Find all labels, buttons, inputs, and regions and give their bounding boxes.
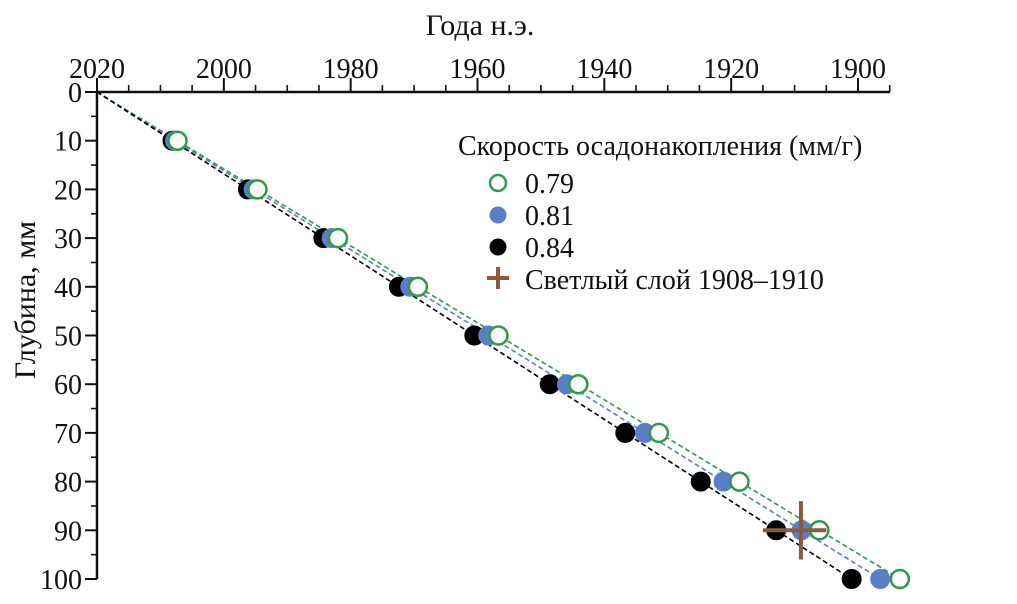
series-line-0.79	[96, 91, 901, 580]
data-points	[162, 130, 911, 590]
y-tick-label: 90	[54, 516, 82, 547]
legend-marker	[488, 173, 508, 193]
legend-label: 0.84	[525, 233, 574, 264]
y-tick-label: 0	[68, 78, 82, 109]
point-0.84	[841, 569, 862, 589]
y-tick-label: 20	[54, 175, 82, 206]
y-tick-label: 10	[54, 127, 82, 158]
legend-label: Светлый слой 1908–1910	[525, 265, 824, 296]
y-tick-label: 30	[54, 224, 82, 255]
series-line-0.81	[96, 91, 881, 580]
legend-title: Скорость осадонакопления (мм/г)	[458, 131, 862, 162]
legend: Скорость осадонакопления (мм/г) 0.790.81…	[458, 131, 862, 296]
x-axis: Года н.э.	[97, 9, 890, 94]
legend-marker	[489, 238, 507, 256]
point-0.79	[729, 471, 750, 492]
y-tick-label: 100	[40, 565, 82, 596]
x-tick-label: 1940	[576, 54, 632, 85]
legend-label: 0.81	[525, 201, 574, 232]
x-tick-label: 2000	[196, 54, 252, 85]
point-0.79	[327, 227, 349, 249]
point-0.81	[870, 569, 891, 589]
legend-label: 0.79	[525, 169, 574, 200]
point-0.84	[539, 374, 560, 395]
x-axis-title: Года н.э.	[426, 9, 535, 42]
point-0.79	[488, 325, 509, 346]
y-ticks: 0 10 20 30 40 50 60 70 80 90 100	[40, 78, 97, 596]
point-0.79	[167, 130, 188, 151]
point-0.84	[615, 422, 636, 443]
point-0.79	[889, 568, 911, 590]
point-0.79	[648, 422, 670, 444]
y-tick-label: 40	[54, 273, 82, 304]
point-0.79	[568, 373, 589, 395]
y-tick-label: 50	[54, 322, 82, 353]
x-ticks: 2020 2000 1980 1960 1940 1920 1900	[69, 54, 891, 92]
x-tick-label: 1960	[450, 54, 506, 85]
y-axis: Глубина, мм	[9, 92, 99, 579]
x-tick-label: 1900	[830, 54, 886, 85]
y-tick-label: 70	[54, 419, 82, 450]
x-tick-label: 1980	[323, 54, 379, 85]
y-tick-label: 80	[54, 468, 82, 499]
legend-marker	[489, 206, 507, 224]
x-tick-label: 2020	[69, 54, 125, 85]
y-axis-title: Глубина, мм	[9, 221, 42, 379]
point-0.84	[690, 471, 711, 492]
point-0.79	[247, 179, 268, 200]
y-tick-label: 60	[54, 370, 82, 401]
x-tick-label: 1920	[703, 54, 759, 85]
point-0.79	[407, 276, 429, 298]
